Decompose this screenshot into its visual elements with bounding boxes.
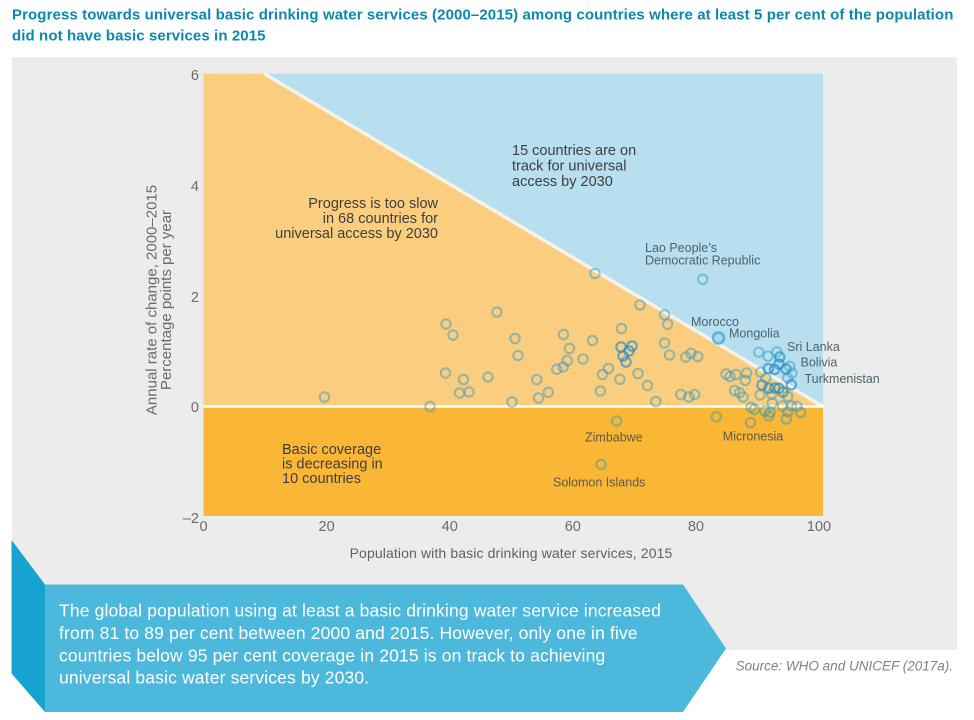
svg-text:2: 2: [191, 290, 199, 306]
svg-text:15 countries are on: 15 countries are on: [512, 143, 636, 159]
svg-text:did not have basic services in: did not have basic services in 2015: [12, 28, 266, 45]
svg-text:80: 80: [688, 519, 704, 535]
svg-text:Progress towards universal bas: Progress towards universal basic drinkin…: [12, 7, 953, 24]
svg-text:Turkmenistan: Turkmenistan: [805, 372, 880, 386]
svg-text:Mongolia: Mongolia: [729, 327, 780, 341]
svg-text:Basic coverage: Basic coverage: [282, 442, 381, 458]
svg-text:100: 100: [807, 519, 831, 535]
svg-text:Percentage points per year: Percentage points per year: [158, 210, 175, 390]
svg-text:20: 20: [319, 519, 335, 535]
svg-text:access by 2030: access by 2030: [512, 174, 613, 190]
svg-text:6: 6: [191, 68, 199, 84]
svg-text:Democratic Republic: Democratic Republic: [645, 254, 760, 268]
svg-text:Source: WHO and UNICEF (2017a): Source: WHO and UNICEF (2017a).: [736, 659, 953, 674]
svg-text:Solomon Islands: Solomon Islands: [553, 476, 645, 490]
svg-text:Lao People’s: Lao People’s: [645, 241, 717, 255]
svg-text:Annual rate of change, 2000–20: Annual rate of change, 2000–2015: [144, 185, 161, 415]
svg-text:Sri Lanka: Sri Lanka: [787, 340, 840, 354]
svg-text:universal access by 2030: universal access by 2030: [275, 226, 438, 242]
svg-text:is decreasing in: is decreasing in: [282, 457, 383, 473]
svg-text:Bolivia: Bolivia: [801, 355, 838, 369]
svg-text:from 81 to 89 per cent between: from 81 to 89 per cent between 2000 and …: [59, 623, 638, 643]
svg-text:track for universal: track for universal: [512, 159, 626, 175]
svg-text:Zimbabwe: Zimbabwe: [585, 431, 643, 445]
svg-text:The global population using at: The global population using at least a b…: [59, 601, 661, 621]
svg-text:40: 40: [442, 519, 458, 535]
svg-text:0: 0: [199, 519, 207, 535]
svg-text:in 68 countries for: in 68 countries for: [323, 211, 438, 227]
svg-text:Population with basic drinking: Population with basic drinking water ser…: [350, 545, 673, 561]
svg-text:Progress is too slow: Progress is too slow: [308, 196, 438, 212]
svg-text:4: 4: [191, 179, 199, 195]
svg-text:Morocco: Morocco: [691, 315, 739, 329]
svg-text:0: 0: [191, 400, 199, 416]
svg-text:countries below 95 per cent co: countries below 95 per cent coverage in …: [59, 645, 605, 665]
svg-text:10 countries: 10 countries: [282, 471, 361, 487]
svg-text:universal basic water services: universal basic water services by 2030.: [59, 668, 369, 688]
svg-text:–2: –2: [183, 511, 199, 527]
svg-text:Micronesia: Micronesia: [723, 429, 783, 443]
svg-text:60: 60: [565, 519, 581, 535]
